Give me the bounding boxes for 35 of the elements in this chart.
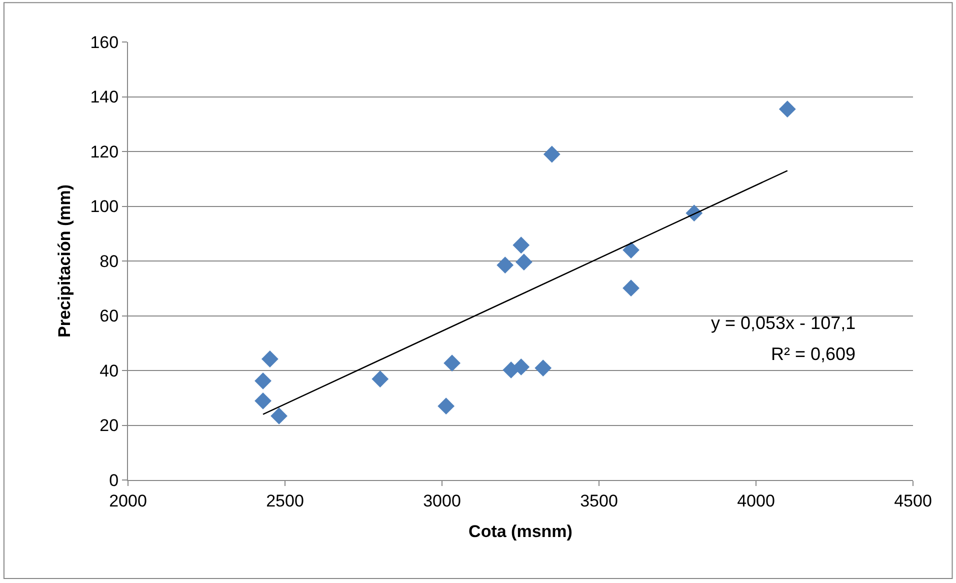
x-tick-label: 4500 xyxy=(894,491,932,510)
y-tick-label: 140 xyxy=(90,88,119,107)
point xyxy=(543,146,560,163)
point xyxy=(512,236,530,254)
y-tick-label: 20 xyxy=(100,416,119,436)
y-tick-label: 100 xyxy=(90,197,119,216)
y-axis-title: Precipitación (mm) xyxy=(54,184,74,338)
annotation: R² = 0,609 xyxy=(771,344,856,364)
point xyxy=(778,100,796,118)
point xyxy=(516,254,532,271)
point xyxy=(254,392,272,410)
point xyxy=(534,360,552,376)
point xyxy=(261,350,278,368)
point xyxy=(622,280,640,297)
y-tick-label: 0 xyxy=(109,470,119,490)
point xyxy=(496,256,514,274)
x-tick-label: 2000 xyxy=(109,491,147,510)
y-tick-label: 40 xyxy=(100,361,119,380)
y-tick-label: 60 xyxy=(100,306,119,326)
point xyxy=(270,407,288,424)
x-axis-title: Cota (msnm) xyxy=(468,522,572,541)
x-tick-label: 4000 xyxy=(737,491,775,510)
y-tick-label: 160 xyxy=(90,32,119,52)
y-tick-label: 80 xyxy=(100,252,119,271)
point xyxy=(444,354,460,372)
x-tick-label: 3000 xyxy=(423,491,461,510)
y-tick-label: 120 xyxy=(90,142,119,162)
point xyxy=(372,370,389,388)
point xyxy=(622,242,640,258)
point xyxy=(438,398,455,415)
x-tick-label: 2500 xyxy=(266,491,304,510)
point xyxy=(512,358,530,376)
point xyxy=(254,372,272,390)
x-tick-label: 3500 xyxy=(580,491,618,510)
annotation: y = 0,053x - 107,1 xyxy=(711,313,856,333)
